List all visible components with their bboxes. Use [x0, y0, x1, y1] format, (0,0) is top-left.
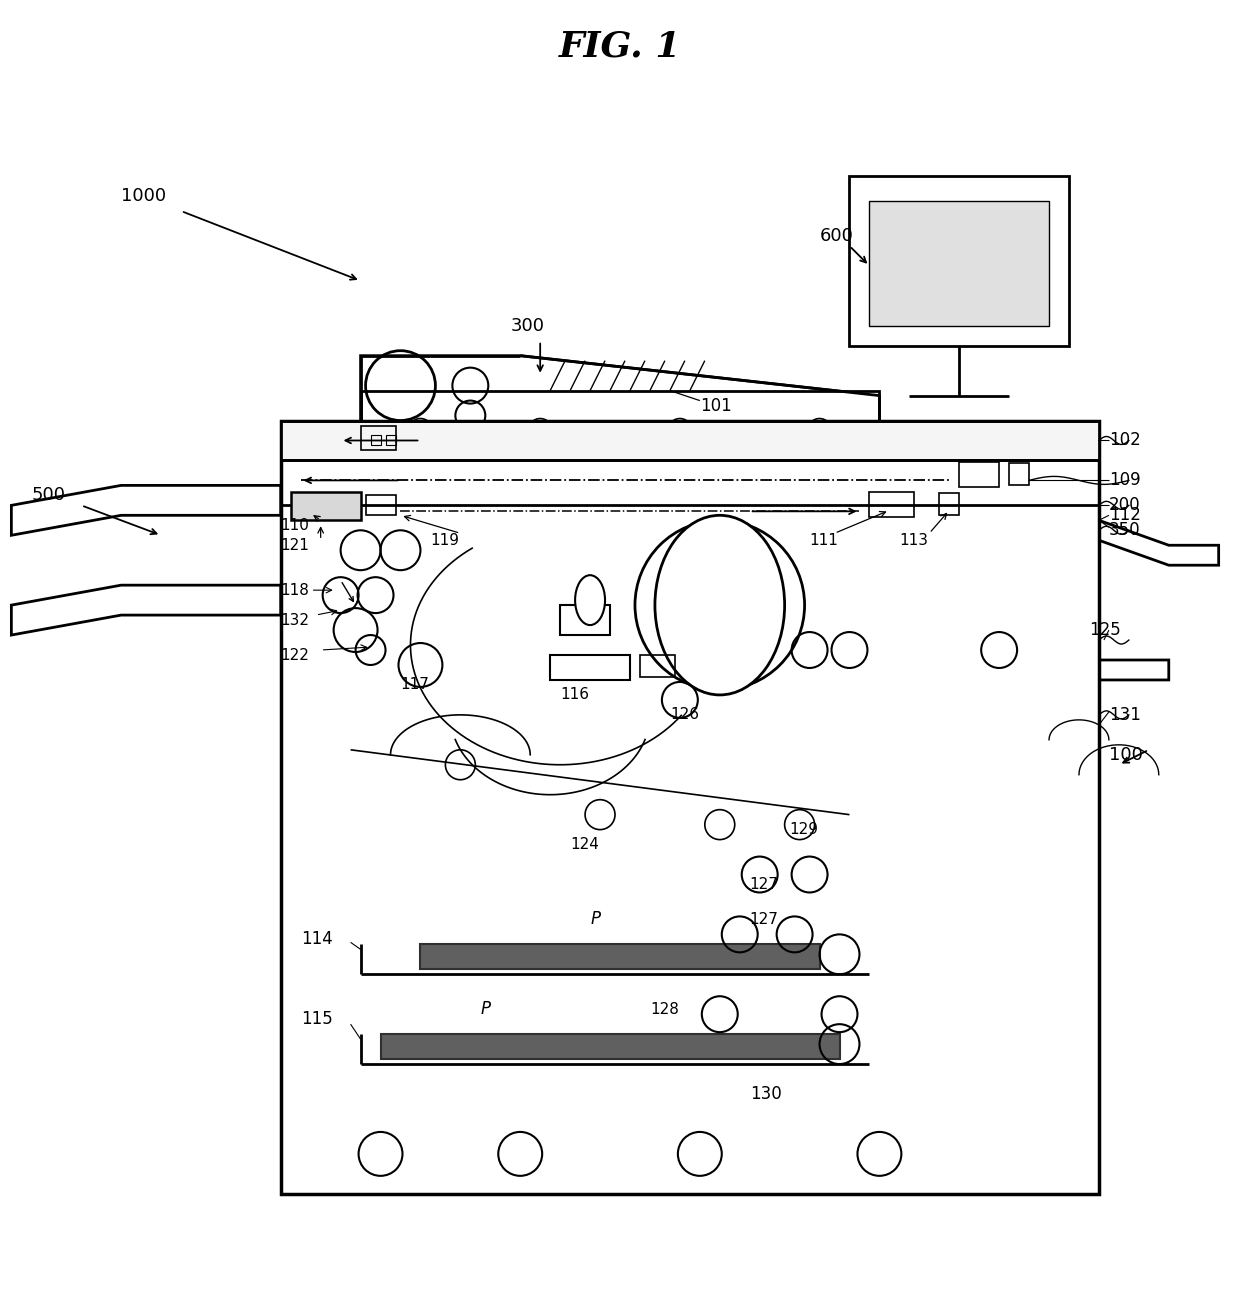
Text: 119: 119: [430, 533, 460, 548]
Text: 113: 113: [899, 533, 929, 548]
Text: 600: 600: [820, 227, 853, 245]
Text: 131: 131: [1109, 706, 1141, 723]
Text: 110: 110: [280, 518, 310, 533]
Text: 115: 115: [301, 1010, 332, 1028]
Text: 1000: 1000: [122, 187, 166, 205]
Text: 126: 126: [670, 707, 699, 722]
Bar: [381, 1034, 839, 1059]
Polygon shape: [1099, 521, 1219, 565]
Bar: [371, 435, 381, 446]
Bar: [551, 655, 630, 680]
Text: 122: 122: [280, 647, 310, 663]
Text: 116: 116: [560, 688, 589, 702]
Text: 114: 114: [301, 931, 332, 948]
Text: 121: 121: [280, 538, 310, 552]
Text: 124: 124: [570, 838, 599, 852]
Bar: [361, 426, 396, 451]
Bar: [960, 463, 999, 488]
Text: 111: 111: [810, 533, 838, 548]
Text: P: P: [590, 910, 600, 928]
Text: 500: 500: [31, 487, 66, 505]
Text: 127: 127: [750, 911, 779, 927]
Bar: [869, 492, 914, 517]
Text: 112: 112: [1109, 506, 1141, 525]
Text: P: P: [480, 1001, 490, 1018]
Bar: [386, 435, 396, 446]
Text: 100: 100: [1109, 746, 1143, 764]
Bar: [1009, 463, 1029, 485]
Bar: [290, 492, 361, 521]
Text: 130: 130: [750, 1085, 781, 1103]
Text: 117: 117: [401, 677, 429, 693]
Bar: [640, 655, 675, 677]
Bar: [560, 605, 610, 635]
Text: 125: 125: [1089, 621, 1121, 639]
Bar: [869, 201, 1049, 326]
Bar: [366, 496, 396, 515]
Text: 132: 132: [280, 613, 310, 627]
Text: 128: 128: [650, 1002, 678, 1016]
Bar: [280, 421, 1099, 1194]
Text: 109: 109: [1109, 471, 1141, 489]
Polygon shape: [11, 585, 280, 635]
Text: 300: 300: [510, 317, 544, 335]
Text: 127: 127: [750, 877, 779, 892]
Bar: [939, 493, 960, 515]
Text: 129: 129: [790, 822, 818, 838]
Text: 200: 200: [1109, 496, 1141, 514]
Polygon shape: [361, 355, 879, 421]
Polygon shape: [11, 485, 280, 535]
Polygon shape: [1039, 640, 1169, 680]
Text: 101: 101: [699, 397, 732, 414]
Bar: [361, 421, 879, 441]
Text: 118: 118: [280, 583, 310, 597]
Text: 350: 350: [1109, 521, 1141, 539]
Bar: [361, 391, 879, 421]
Bar: [280, 421, 1099, 460]
Text: 102: 102: [1109, 431, 1141, 450]
Bar: [849, 176, 1069, 346]
Bar: [420, 944, 820, 969]
Ellipse shape: [575, 575, 605, 625]
Text: FIG. 1: FIG. 1: [559, 29, 681, 63]
Ellipse shape: [655, 515, 785, 694]
